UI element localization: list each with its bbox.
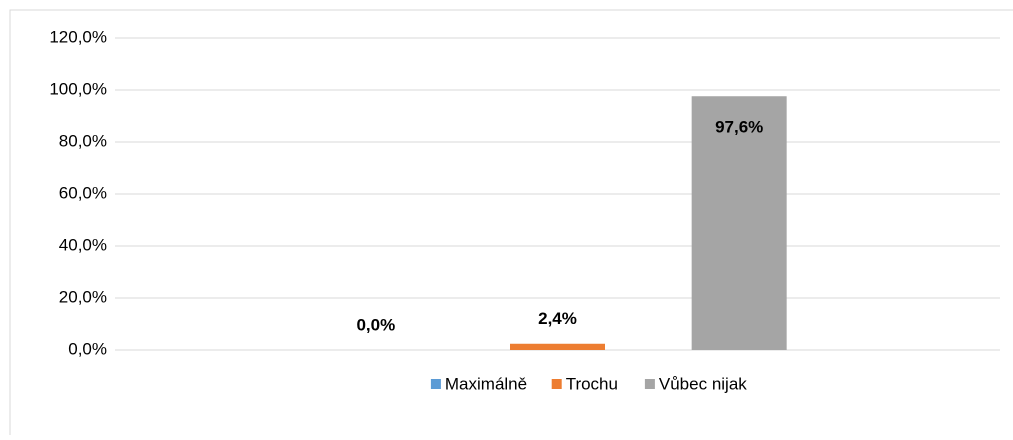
y-tick-label: 120,0% [49,27,107,46]
legend-swatch [644,379,655,389]
y-tick-label: 100,0% [49,79,107,98]
legend-label: Maximálně [445,374,527,393]
data-label: 0,0% [356,315,395,334]
legend-label: Trochu [566,374,618,393]
y-tick-label: 80,0% [59,131,107,150]
y-tick-label: 20,0% [59,287,107,306]
data-label: 2,4% [538,309,577,328]
bar [510,343,605,350]
y-tick-label: 60,0% [59,183,107,202]
y-tick-label: 0,0% [68,339,107,358]
legend-swatch [551,379,562,389]
data-label: 97,6% [715,118,763,137]
y-tick-label: 40,0% [59,235,107,254]
bar [691,96,787,351]
chart-border [9,9,1013,435]
legend-label: Vůbec nijak [659,374,747,393]
legend-swatch [430,379,441,389]
